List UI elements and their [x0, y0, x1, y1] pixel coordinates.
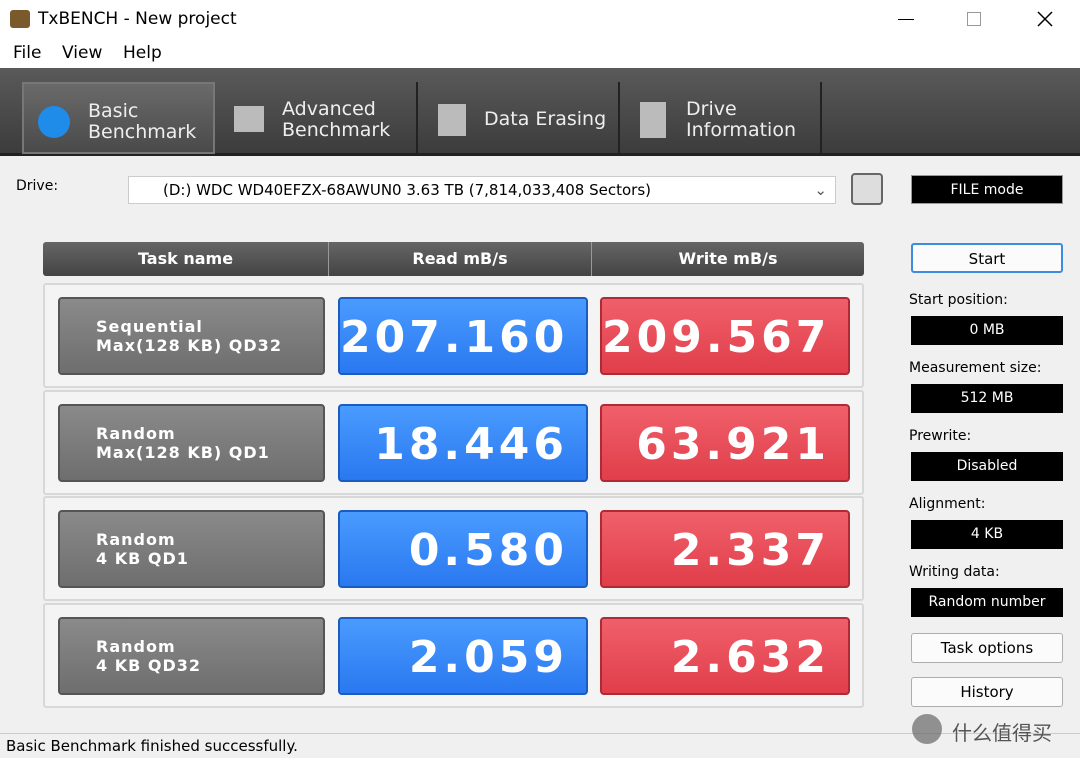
app-icon — [10, 10, 30, 28]
table-row: Sequential Max(128 KB) QD32 207.160 209.567 — [43, 283, 864, 388]
table-row: Random Max(128 KB) QD1 18.446 63.921 — [43, 389, 864, 495]
watermark: 什么值得买 — [952, 721, 1052, 745]
write-value: 63.921 — [600, 403, 850, 482]
table-row: Random 4 KB QD1 0.580 2.337 — [43, 496, 864, 601]
header-cell: Read mB/s — [329, 242, 592, 276]
field-label: Alignment: — [909, 496, 986, 512]
tab[interactable]: Drive Information — [622, 82, 822, 154]
header-cell: Task name — [43, 242, 329, 276]
tab-label: Benchmark — [282, 119, 391, 141]
status-text: Basic Benchmark finished successfully. — [6, 737, 298, 755]
field-value: Random number — [911, 588, 1063, 617]
mode-indicator: FILE mode — [911, 175, 1063, 204]
read-value: 0.580 — [338, 510, 588, 588]
tab-label: Benchmark — [88, 121, 197, 143]
task-name[interactable]: Random Max(128 KB) QD1 — [58, 403, 325, 482]
write-value: 2.632 — [600, 616, 850, 695]
status-bar: Basic Benchmark finished successfully. — [0, 733, 1080, 758]
tab-label: Drive — [686, 98, 737, 120]
task-name-line: 4 KB QD1 — [96, 549, 189, 568]
write-value: 2.337 — [600, 510, 850, 588]
task-name[interactable]: Random 4 KB QD1 — [58, 510, 325, 588]
field-label: Start position: — [909, 292, 1008, 308]
close[interactable] — [1037, 11, 1053, 27]
write-value: 209.567 — [600, 297, 850, 375]
field-value: Disabled — [911, 452, 1063, 481]
drive-label: Drive: — [16, 178, 59, 194]
field-value: 0 MB — [911, 316, 1063, 345]
tab[interactable]: Data Erasing — [420, 82, 620, 154]
menu-item[interactable]: File — [13, 43, 42, 63]
read-value: 2.059 — [338, 616, 588, 695]
tab-label: Basic — [88, 100, 139, 122]
menu-bar: File View Help — [0, 40, 1080, 68]
maximize[interactable] — [967, 12, 981, 26]
table-header: Task name Read mB/s Write mB/s — [43, 242, 864, 276]
tab[interactable]: Advanced Benchmark — [218, 82, 418, 154]
drive-select[interactable]: (D:) WDC WD40EFZX-68AWUN0 3.63 TB (7,814… — [128, 176, 836, 204]
task-name-line: Max(128 KB) QD32 — [96, 336, 282, 355]
header-cell: Write mB/s — [678, 249, 778, 268]
task-name-line: Random — [96, 530, 176, 549]
menu-item[interactable]: View — [62, 43, 103, 63]
watermark-icon — [912, 714, 942, 744]
task-name[interactable]: Random 4 KB QD32 — [58, 616, 325, 695]
tab-label: Data Erasing — [484, 108, 607, 130]
read-value: 18.446 — [338, 403, 588, 482]
task-name-line: Sequential — [96, 317, 203, 336]
tab-label: Advanced — [282, 98, 376, 120]
side-button[interactable]: Task options — [911, 633, 1063, 663]
drive-value: (D:) WDC WD40EFZX-68AWUN0 3.63 TB (7,814… — [163, 181, 651, 199]
menu-item[interactable]: Help — [123, 43, 162, 63]
read-value: 207.160 — [338, 297, 588, 375]
minimize[interactable] — [898, 19, 914, 20]
table-row: Random 4 KB QD32 2.059 2.632 — [43, 602, 864, 708]
tab-label: Information — [686, 119, 796, 141]
refresh-button[interactable] — [851, 173, 883, 205]
side-button[interactable]: History — [911, 677, 1063, 707]
tab[interactable]: Basic Benchmark — [22, 82, 215, 154]
task-name-line: Max(128 KB) QD1 — [96, 442, 270, 462]
field-label: Measurement size: — [909, 360, 1042, 376]
tab-bar: Basic Benchmark Advanced Benchmark Data Er… — [0, 68, 1080, 156]
field-value: 4 KB — [911, 520, 1063, 549]
window-title: TxBENCH - New project — [38, 9, 237, 29]
task-name-line: Random — [96, 636, 176, 656]
field-label: Prewrite: — [909, 428, 972, 444]
task-name-line: Random — [96, 423, 176, 443]
field-label: Writing data: — [909, 564, 1000, 580]
title-bar: TxBENCH - New project — [0, 0, 1080, 40]
field-value: 512 MB — [911, 384, 1063, 413]
start-button[interactable]: Start — [911, 243, 1063, 273]
task-name[interactable]: Sequential Max(128 KB) QD32 — [58, 297, 325, 375]
task-name-line: 4 KB QD32 — [96, 655, 202, 675]
dropdown-arrow: ⌄ — [814, 181, 827, 199]
